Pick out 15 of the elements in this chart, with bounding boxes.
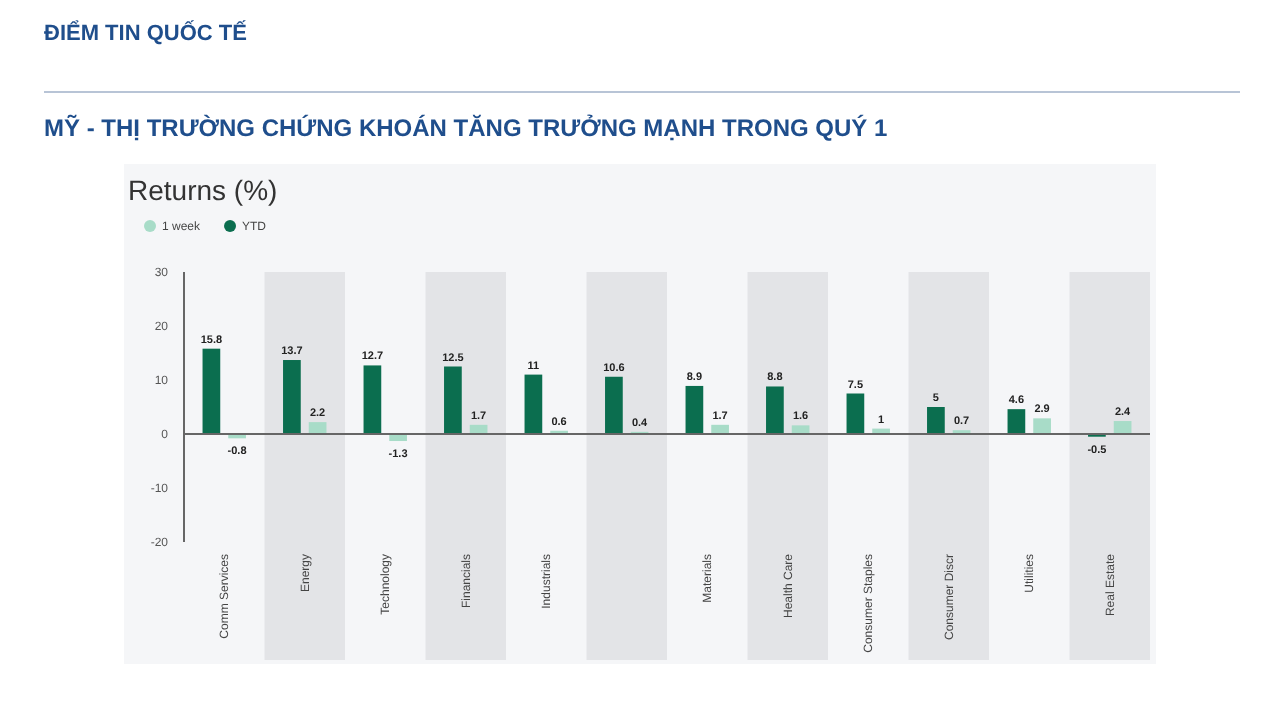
bar <box>927 407 945 434</box>
chart-subtitle: Returns (%) <box>128 174 278 206</box>
bar <box>283 360 301 434</box>
bar <box>202 348 221 434</box>
bar <box>1007 409 1026 434</box>
bar <box>363 365 382 434</box>
bar <box>1033 418 1051 434</box>
bar <box>846 393 865 434</box>
bar <box>524 374 543 434</box>
text: ĐIỂM TIN QUỐC TẾ <box>44 20 247 46</box>
bar <box>766 386 784 434</box>
bar <box>605 376 623 434</box>
chart-title: MỸ - THỊ TRƯỜNG CHỨNG KHOÁN TĂNG TRƯỞNG MẠNH TRONG QUÝ 1 <box>44 114 888 142</box>
bar <box>685 385 704 434</box>
bar <box>444 366 462 434</box>
